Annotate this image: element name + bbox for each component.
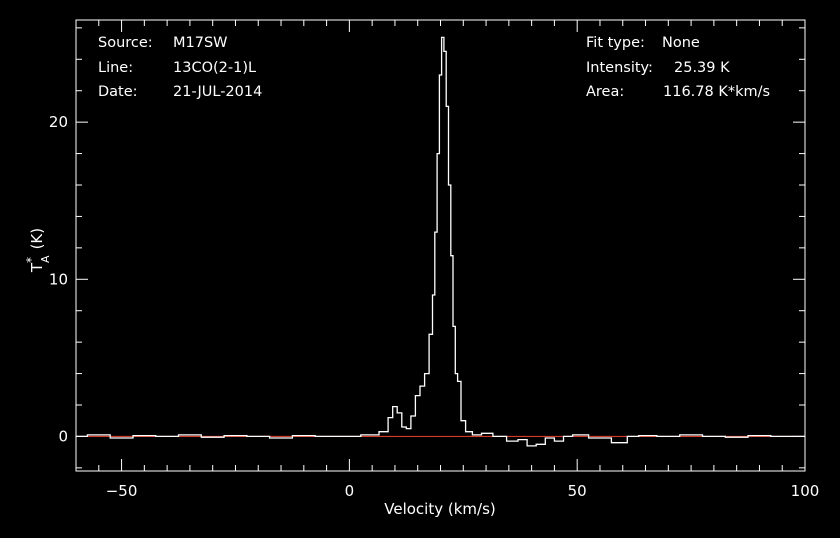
x-tick-label: 100 <box>791 482 820 500</box>
header-date-value: 21-JUL-2014 <box>173 84 263 100</box>
header-area-value: 116.78 K*km/s <box>663 84 771 100</box>
y-axis-label: T*A (K) <box>24 228 52 273</box>
x-tick-label: −50 <box>106 482 138 500</box>
header-intensity-value: 25.39 K <box>674 60 730 76</box>
header-source-value: M17SW <box>173 35 228 51</box>
header-line-value: 13CO(2-1)L <box>173 60 257 76</box>
y-tick-label: 10 <box>49 270 68 288</box>
header-fit-key: Fit type: <box>586 35 645 51</box>
y-label-sub: A <box>39 255 52 263</box>
y-tick-label: 20 <box>49 113 68 131</box>
x-axis-label: Velocity (km/s) <box>384 500 495 518</box>
header-intensity-key: Intensity: <box>586 60 653 76</box>
y-label-main: T <box>28 262 46 273</box>
y-label-sup: * <box>24 257 38 263</box>
header-source-key: Source: <box>98 35 153 51</box>
y-label-unit: (K) <box>28 228 46 250</box>
x-tick-label: 50 <box>568 482 587 500</box>
header-date-key: Date: <box>98 84 138 100</box>
spectrum-line <box>76 36 805 447</box>
header-area-key: Area: <box>586 84 625 100</box>
ticks-layer: −50 0 50 100 0 10 20 <box>49 20 819 500</box>
header-fit-value: None <box>662 35 700 51</box>
header-line-key: Line: <box>98 60 134 76</box>
series-layer <box>76 36 805 447</box>
svg-text:T*A(K): T*A (K) <box>24 228 52 273</box>
x-tick-label: 0 <box>345 482 355 500</box>
y-tick-label: 0 <box>58 427 68 445</box>
